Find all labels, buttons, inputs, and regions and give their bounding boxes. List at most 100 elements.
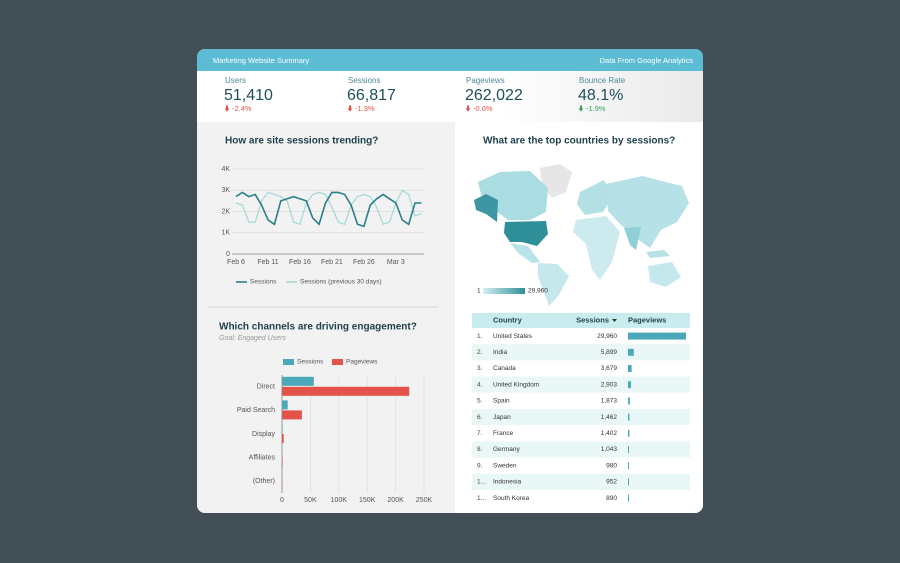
- pageviews-bar: [628, 365, 632, 372]
- pageviews-bar: [628, 413, 630, 421]
- region: [646, 250, 670, 258]
- country: Canada: [493, 365, 516, 372]
- table-row: [472, 360, 690, 377]
- kpi-change: -0.6%: [473, 104, 493, 113]
- trend-arrow: [465, 105, 471, 112]
- sort-arrow: [612, 319, 617, 322]
- country: France: [493, 430, 514, 437]
- legend-swatch: [283, 359, 294, 365]
- region: [606, 176, 689, 248]
- trend-arrow: [578, 105, 584, 112]
- x-tick-label: 250K: [416, 497, 433, 504]
- kpi-value: 51,410: [224, 87, 273, 104]
- region: [648, 262, 681, 287]
- y-tick-label: Paid Search: [237, 407, 275, 414]
- region: [504, 221, 548, 246]
- x-tick-label: Feb 11: [257, 259, 278, 266]
- x-tick-label: 50K: [304, 497, 317, 504]
- kpi-change: -1.9%: [586, 104, 606, 113]
- country: United Kingdom: [493, 381, 539, 388]
- country: Germany: [493, 446, 520, 453]
- bar-title: Which channels are driving engagement?: [219, 322, 417, 333]
- kpi-label: Pageviews: [466, 76, 505, 85]
- table-row: [472, 409, 690, 426]
- bar: [282, 386, 410, 396]
- line-title: How are site sessions trending?: [225, 136, 378, 147]
- region: [538, 263, 569, 306]
- sessions: 3,679: [601, 365, 618, 372]
- map-title: What are the top countries by sessions?: [483, 136, 675, 147]
- line-series: [235, 189, 422, 226]
- bar-subtitle: Goal: Engaged Users: [219, 335, 286, 342]
- pageviews-bar: [628, 429, 630, 437]
- y-tick-label: 0: [226, 251, 230, 258]
- country: United States: [493, 333, 533, 340]
- rank: 6.: [477, 414, 483, 421]
- dynamic-layer: Users 51,410-2.4% Sessions 66,817-1.3% Pagev…: [221, 76, 690, 507]
- rank: 8.: [477, 446, 483, 453]
- rank: 1...: [477, 479, 486, 486]
- kpi-value: 48.1%: [578, 87, 623, 104]
- sessions: 1,873: [601, 398, 618, 405]
- y-tick-label: Display: [252, 431, 275, 438]
- rank: 3.: [477, 365, 483, 372]
- x-tick-label: 150K: [359, 497, 376, 504]
- sessions: 1,462: [601, 414, 618, 421]
- x-tick-label: Mar 3: [387, 259, 405, 266]
- pageviews-bar: [628, 446, 630, 453]
- line-series: [235, 191, 422, 228]
- region: [510, 243, 540, 263]
- header-title: Marketing Website Summary: [213, 56, 309, 65]
- header-source: Data From Google Analytics: [600, 56, 694, 65]
- sessions: 2,903: [601, 381, 618, 388]
- kpi-label: Users: [225, 76, 246, 85]
- kpi-change: -2.4%: [232, 104, 252, 113]
- left-panel: [197, 122, 455, 513]
- y-tick-label: Direct: [257, 384, 275, 391]
- table-row: [472, 457, 690, 474]
- table-row: [472, 328, 690, 345]
- bar: [282, 424, 283, 433]
- trend-arrow: [224, 105, 230, 112]
- y-tick-label: 2K: [221, 208, 230, 215]
- table-row: [472, 344, 690, 361]
- region: [573, 216, 620, 280]
- pageviews-bar: [628, 462, 629, 470]
- table-row: [472, 392, 690, 409]
- table-header: [472, 313, 690, 328]
- sessions: 1,402: [601, 430, 618, 437]
- rank: 4.: [477, 381, 483, 388]
- rank: 9.: [477, 462, 483, 469]
- legend-label: Pageviews: [346, 359, 378, 366]
- kpi-change: -1.3%: [355, 104, 375, 113]
- x-tick-label: Feb 16: [289, 259, 311, 266]
- y-tick-label: 4K: [221, 166, 230, 173]
- bar: [282, 376, 314, 386]
- rank: 1.: [477, 333, 483, 340]
- country: Japan: [493, 414, 511, 421]
- table-row: [472, 473, 690, 490]
- x-tick-label: Feb 6: [227, 259, 245, 266]
- pageviews-bar: [628, 332, 686, 340]
- legend-label: Sessions: [250, 279, 277, 286]
- table-row: [472, 490, 690, 507]
- bar: [282, 410, 302, 420]
- y-tick-label: (Other): [253, 478, 275, 485]
- header-bar: [197, 49, 703, 71]
- sessions: 5,899: [601, 349, 618, 356]
- kpi-value: 66,817: [347, 87, 396, 104]
- rank: 5.: [477, 398, 483, 405]
- region: [540, 164, 572, 198]
- y-tick-label: 1K: [221, 230, 230, 237]
- legend-gradient: [483, 288, 525, 294]
- country: India: [493, 349, 507, 356]
- bar: [282, 434, 284, 443]
- kpi-label: Bounce Rate: [579, 76, 626, 85]
- rank: 2.: [477, 349, 483, 356]
- x-tick-label: 0: [280, 497, 284, 504]
- sessions: 1,043: [601, 446, 618, 453]
- legend-min: 1: [477, 288, 481, 295]
- x-tick-label: 200K: [387, 497, 404, 504]
